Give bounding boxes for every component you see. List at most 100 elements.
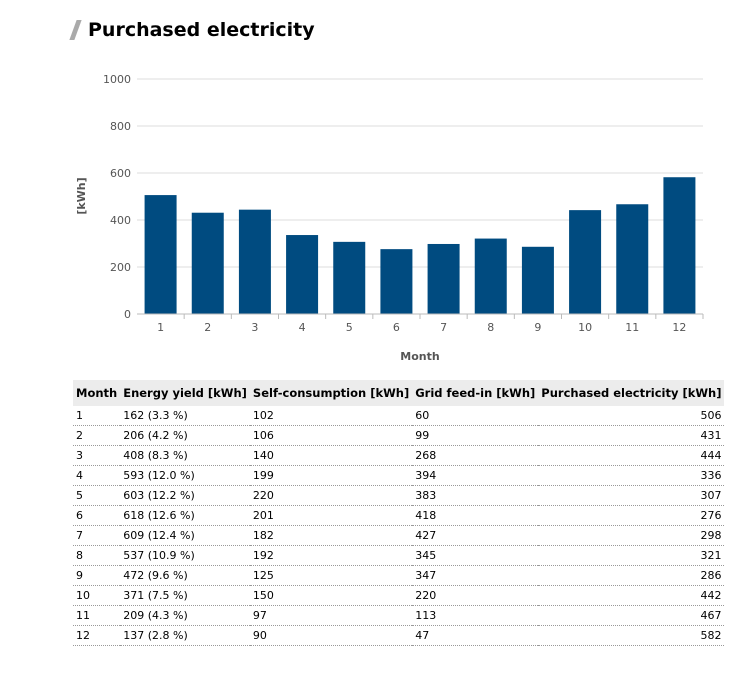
x-tick-label: 2 bbox=[204, 321, 211, 334]
table-cell: 371 (7.5 %) bbox=[120, 585, 250, 606]
table-row: 6 618 (12.6 %) 201 418 276 bbox=[73, 505, 725, 526]
table-cell: 418 bbox=[412, 505, 539, 526]
bar bbox=[521, 246, 554, 314]
x-tick-label: 3 bbox=[251, 321, 258, 334]
table-cell: 97 bbox=[249, 605, 413, 626]
bar bbox=[569, 210, 602, 314]
table-cell: 5 bbox=[73, 485, 121, 506]
column-header: Self-consumption [kWh] bbox=[249, 380, 413, 406]
table-cell: 182 bbox=[249, 525, 413, 546]
column-header: Grid feed-in [kWh] bbox=[412, 380, 539, 406]
bar bbox=[380, 249, 413, 314]
table-row: 4 593 (12.0 %) 199 394 336 bbox=[73, 465, 725, 486]
table-cell: 199 bbox=[249, 465, 413, 486]
table-cell: 307 bbox=[538, 485, 725, 506]
table-cell: 609 (12.4 %) bbox=[120, 525, 250, 546]
x-tick-label: 8 bbox=[487, 321, 494, 334]
table-cell: 106 bbox=[249, 425, 413, 446]
table-cell: 11 bbox=[73, 605, 121, 626]
table-cell: 192 bbox=[249, 545, 413, 566]
table-cell: 9 bbox=[73, 565, 121, 586]
table-row: 5 603 (12.2 %) 220 383 307 bbox=[73, 485, 725, 506]
table-row: 3 408 (8.3 %) 140 268 444 bbox=[73, 445, 725, 466]
table-cell: 162 (3.3 %) bbox=[120, 406, 250, 426]
table-cell: 140 bbox=[249, 445, 413, 466]
bar bbox=[333, 241, 366, 314]
table-cell: 113 bbox=[412, 605, 539, 626]
bar bbox=[427, 243, 460, 314]
table-cell: 537 (10.9 %) bbox=[120, 545, 250, 566]
table-cell: 276 bbox=[538, 505, 725, 526]
page-title: Purchased electricity bbox=[69, 19, 315, 41]
y-tick-label: 400 bbox=[110, 214, 131, 227]
table-cell: 209 (4.3 %) bbox=[120, 605, 250, 626]
table-cell: 345 bbox=[412, 545, 539, 566]
table-row: 1 162 (3.3 %) 102 60 506 bbox=[73, 406, 725, 426]
table-cell: 582 bbox=[538, 625, 725, 646]
table-row: 7 609 (12.4 %) 182 427 298 bbox=[73, 525, 725, 546]
x-tick-label: 10 bbox=[578, 321, 592, 334]
x-tick-label: 12 bbox=[672, 321, 686, 334]
table-cell: 2 bbox=[73, 425, 121, 446]
table-row: 2 206 (4.2 %) 106 99 431 bbox=[73, 425, 725, 446]
x-tick-label: 1 bbox=[157, 321, 164, 334]
table-cell: 125 bbox=[249, 565, 413, 586]
table-cell: 431 bbox=[538, 425, 725, 446]
x-tick-label: 4 bbox=[299, 321, 306, 334]
table-cell: 206 (4.2 %) bbox=[120, 425, 250, 446]
y-tick-label: 200 bbox=[110, 261, 131, 274]
table-cell: 298 bbox=[538, 525, 725, 546]
table-row: 8 537 (10.9 %) 192 345 321 bbox=[73, 545, 725, 566]
x-axis-label: Month bbox=[400, 350, 439, 363]
x-tick-label: 5 bbox=[346, 321, 353, 334]
bar bbox=[191, 212, 224, 314]
table-cell: 467 bbox=[538, 605, 725, 626]
table-cell: 60 bbox=[412, 406, 539, 426]
bar bbox=[474, 238, 507, 314]
table-cell: 408 (8.3 %) bbox=[120, 445, 250, 466]
column-header: Energy yield [kWh] bbox=[120, 380, 250, 406]
table-cell: 102 bbox=[249, 406, 413, 426]
x-tick-label: 6 bbox=[393, 321, 400, 334]
table-cell: 3 bbox=[73, 445, 121, 466]
table-cell: 12 bbox=[73, 625, 121, 646]
bar bbox=[663, 177, 696, 314]
bar bbox=[144, 195, 177, 314]
table-cell: 603 (12.2 %) bbox=[120, 485, 250, 506]
table-cell: 506 bbox=[538, 406, 725, 426]
y-tick-label: 800 bbox=[110, 120, 131, 133]
table-cell: 90 bbox=[249, 625, 413, 646]
table-cell: 442 bbox=[538, 585, 725, 606]
data-table: Month Energy yield [kWh] Self-consumption … bbox=[73, 380, 725, 646]
bar bbox=[238, 209, 271, 314]
table-cell: 8 bbox=[73, 545, 121, 566]
bar bbox=[286, 235, 319, 314]
y-tick-label: 0 bbox=[124, 308, 131, 321]
table-cell: 593 (12.0 %) bbox=[120, 465, 250, 486]
y-tick-label: 1000 bbox=[103, 73, 131, 86]
table-cell: 444 bbox=[538, 445, 725, 466]
table-cell: 286 bbox=[538, 565, 725, 586]
table-cell: 201 bbox=[249, 505, 413, 526]
x-tick-label: 11 bbox=[625, 321, 639, 334]
table-cell: 336 bbox=[538, 465, 725, 486]
y-axis-label: [kWh] bbox=[75, 177, 88, 214]
table-cell: 321 bbox=[538, 545, 725, 566]
table-cell: 347 bbox=[412, 565, 539, 586]
table-cell: 618 (12.6 %) bbox=[120, 505, 250, 526]
table-cell: 383 bbox=[412, 485, 539, 506]
column-header: Month bbox=[73, 380, 121, 406]
table-cell: 394 bbox=[412, 465, 539, 486]
x-tick-label: 9 bbox=[534, 321, 541, 334]
table-cell: 4 bbox=[73, 465, 121, 486]
bar bbox=[616, 204, 649, 314]
column-header: Purchased electricity [kWh] bbox=[538, 380, 725, 406]
table-cell: 6 bbox=[73, 505, 121, 526]
x-tick-label: 7 bbox=[440, 321, 447, 334]
table-cell: 220 bbox=[249, 485, 413, 506]
table-row: 10 371 (7.5 %) 150 220 442 bbox=[73, 585, 725, 606]
table-row: 11 209 (4.3 %) 97 113 467 bbox=[73, 605, 725, 626]
table-cell: 220 bbox=[412, 585, 539, 606]
table-cell: 10 bbox=[73, 585, 121, 606]
